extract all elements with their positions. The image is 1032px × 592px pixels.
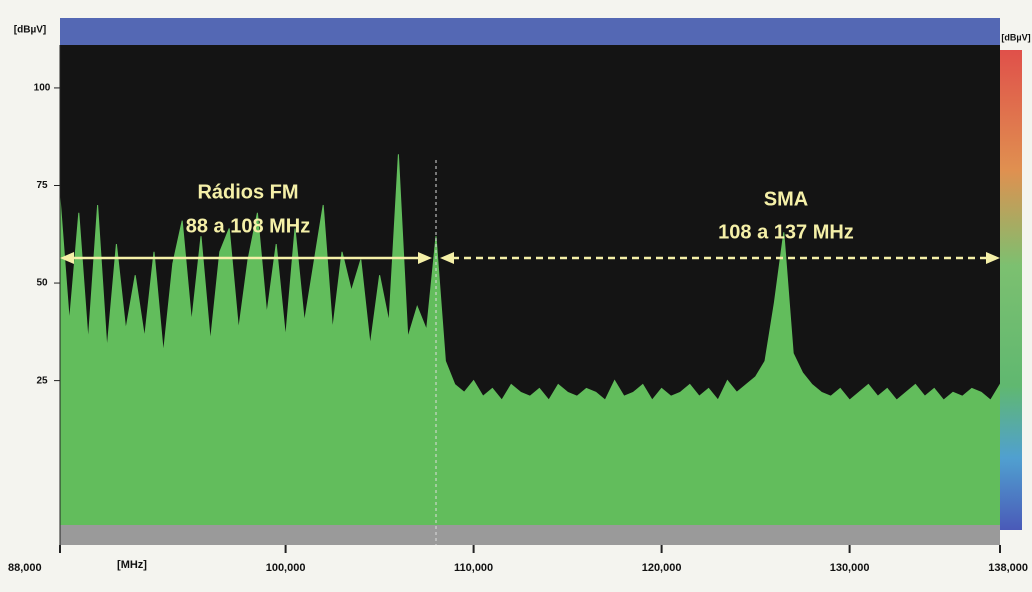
x-tick-label: 138,000 [988,562,1028,574]
y-tick-label: 25 [36,375,48,386]
annotation: 108 a 137 MHz [718,221,854,243]
x-tick-label: 100,000 [266,562,306,574]
bottom-strip [60,525,1000,545]
page: Rádios FM 88 a 108 MHz SMA 108 a 137 MHz… [0,0,1032,592]
y-tick-label: 100 [34,83,51,94]
annotation: Rádios FM [197,181,298,203]
annotation: 88 a 108 MHz [186,215,311,237]
x-tick-label: 88,000 [8,562,42,574]
spectrum-screen: Rádios FM 88 a 108 MHz SMA 108 a 137 MHz… [0,0,1032,587]
y-axis-label: [dBµV] [14,25,46,36]
x-tick-label: 120,000 [642,562,682,574]
x-tick-label: 110,000 [454,562,493,574]
x-tick-label: 130,000 [830,562,870,574]
y-tick-label: 75 [36,180,48,191]
y2-axis-label: [dBµV] [1001,32,1030,42]
annotation: SMA [764,188,808,210]
y-tick-label: 50 [36,278,48,289]
color-scale [1000,50,1022,530]
top-bar [60,18,1000,45]
x-axis-label: [MHz] [117,559,147,571]
